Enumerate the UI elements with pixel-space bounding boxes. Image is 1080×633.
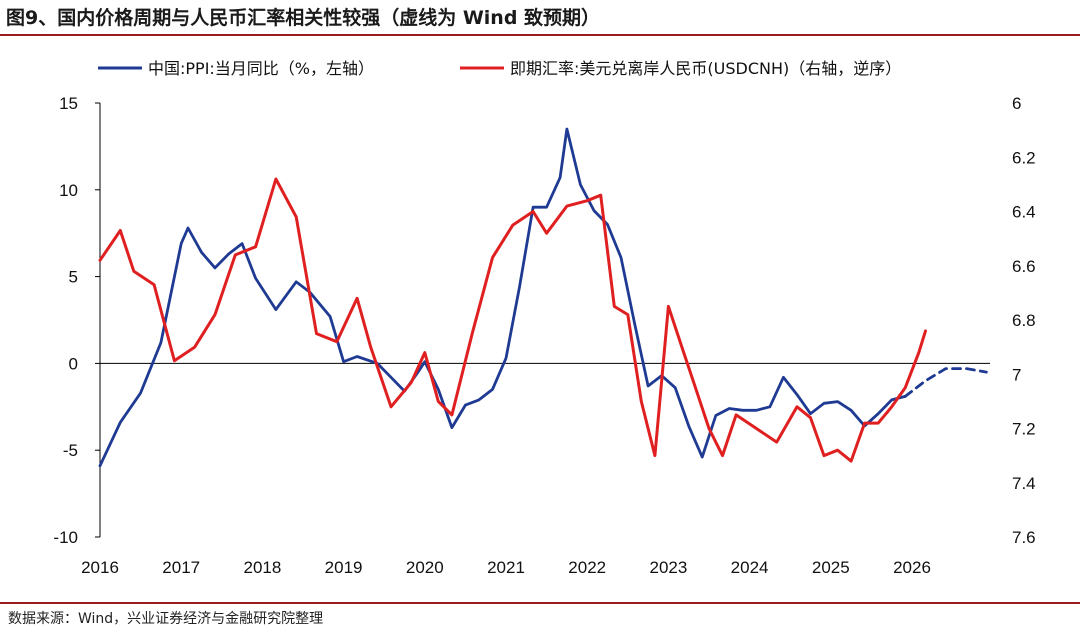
legend: 中国:PPI:当月同比（%，左轴） 即期汇率:美元兑离岸人民币(USDCNH)（右… <box>98 59 901 78</box>
series-layer <box>98 127 988 468</box>
source-note: 数据来源：Wind，兴业证券经济与金融研究院整理 <box>8 611 324 627</box>
source-rule <box>0 602 1080 604</box>
title-rule <box>0 34 1080 36</box>
series-line-ppi <box>98 127 907 468</box>
right-axis-tick-label: 6.2 <box>1012 148 1036 167</box>
x-axis-tick-label: 2017 <box>162 558 200 577</box>
left-axis-tick-label: 0 <box>69 354 78 373</box>
x-axis-tick-label: 2023 <box>649 558 687 577</box>
left-axis-tick-label: -10 <box>53 528 78 547</box>
x-axis-tick-label: 2016 <box>81 558 119 577</box>
x-axis-tick-label: 2018 <box>243 558 281 577</box>
right-axis-tick-label: 6.8 <box>1012 311 1036 330</box>
x-axis-tick-label: 2020 <box>406 558 444 577</box>
left-axis-tick-label: -5 <box>63 441 78 460</box>
chart-title: 图9、国内价格周期与人民币汇率相关性较强（虚线为 Wind 致预期） <box>6 7 601 29</box>
x-axis-tick-label: 2022 <box>568 558 606 577</box>
series-line-ppi-forecast <box>903 367 988 398</box>
left-axis-tick-label: 15 <box>59 94 78 113</box>
right-axis-tick-label: 6 <box>1012 94 1021 113</box>
right-axis-tick-label: 6.6 <box>1012 257 1036 276</box>
right-axis-tick-label: 7.6 <box>1012 528 1036 547</box>
x-axis-tick-label: 2026 <box>893 558 931 577</box>
legend-label: 即期汇率:美元兑离岸人民币(USDCNH)（右轴，逆序） <box>510 59 901 78</box>
right-axis-tick-label: 7.4 <box>1012 474 1036 493</box>
right-axis-tick-label: 7 <box>1012 365 1021 384</box>
x-axis-tick-label: 2021 <box>487 558 525 577</box>
x-axis-tick-label: 2024 <box>731 558 769 577</box>
right-axis-tick-label: 6.4 <box>1012 203 1036 222</box>
legend-label: 中国:PPI:当月同比（%，左轴） <box>148 59 374 78</box>
axes-layer: -10 -5 0 5 10 15 6 6.2 6.4 6.6 6.8 7 7.2 7.4 7.6 2016 20… <box>53 94 1035 577</box>
x-axis-tick-label: 2019 <box>325 558 363 577</box>
left-axis-tick-label: 5 <box>69 268 78 287</box>
x-axis-tick-label: 2025 <box>812 558 850 577</box>
left-axis-tick-label: 10 <box>59 181 78 200</box>
right-axis-tick-label: 7.2 <box>1012 420 1036 439</box>
series-line-usdcnh <box>98 177 927 463</box>
